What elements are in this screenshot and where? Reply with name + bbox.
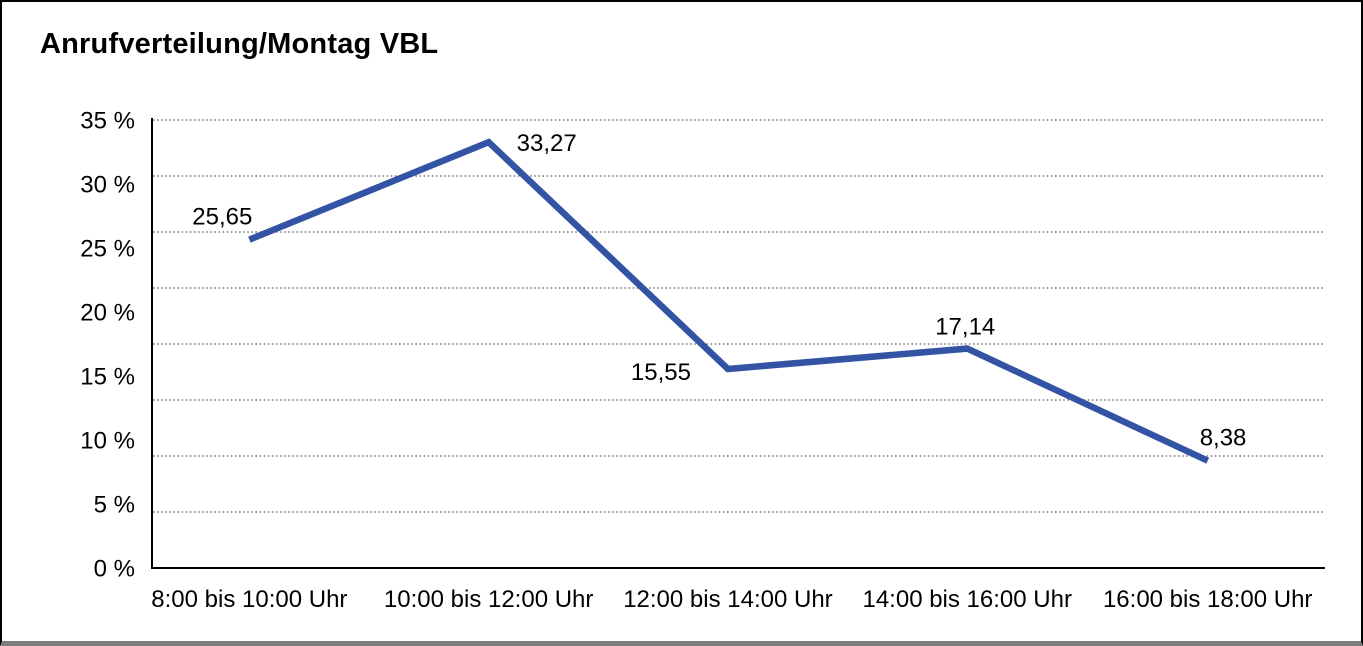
y-tick-label: 20 %	[80, 299, 135, 326]
y-tick-label: 5 %	[94, 491, 135, 518]
y-tick-label: 15 %	[80, 363, 135, 390]
data-point-label: 33,27	[517, 130, 577, 157]
data-point-label: 25,65	[192, 204, 252, 231]
y-tick-label: 35 %	[80, 107, 135, 134]
data-point-label: 15,55	[631, 359, 691, 386]
data-point-label: 17,14	[935, 314, 995, 341]
data-point-label: 8,38	[1200, 425, 1247, 452]
x-tick-label: 14:00 bis 16:00 Uhr	[862, 586, 1071, 613]
x-tick-label: 16:00 bis 18:00 Uhr	[1103, 586, 1312, 613]
y-tick-label: 25 %	[80, 235, 135, 262]
y-tick-label: 10 %	[80, 427, 135, 454]
chart-title: Anrufverteilung/Montag VBL	[40, 28, 439, 60]
y-tick-label: 30 %	[80, 171, 135, 198]
x-tick-label: 10:00 bis 12:00 Uhr	[384, 586, 593, 613]
data-line	[248, 138, 1210, 464]
x-tick-label: 12:00 bis 14:00 Uhr	[623, 586, 832, 613]
y-tick-label: 0 %	[94, 555, 135, 582]
x-tick-label: 8:00 bis 10:00 Uhr	[151, 586, 347, 613]
